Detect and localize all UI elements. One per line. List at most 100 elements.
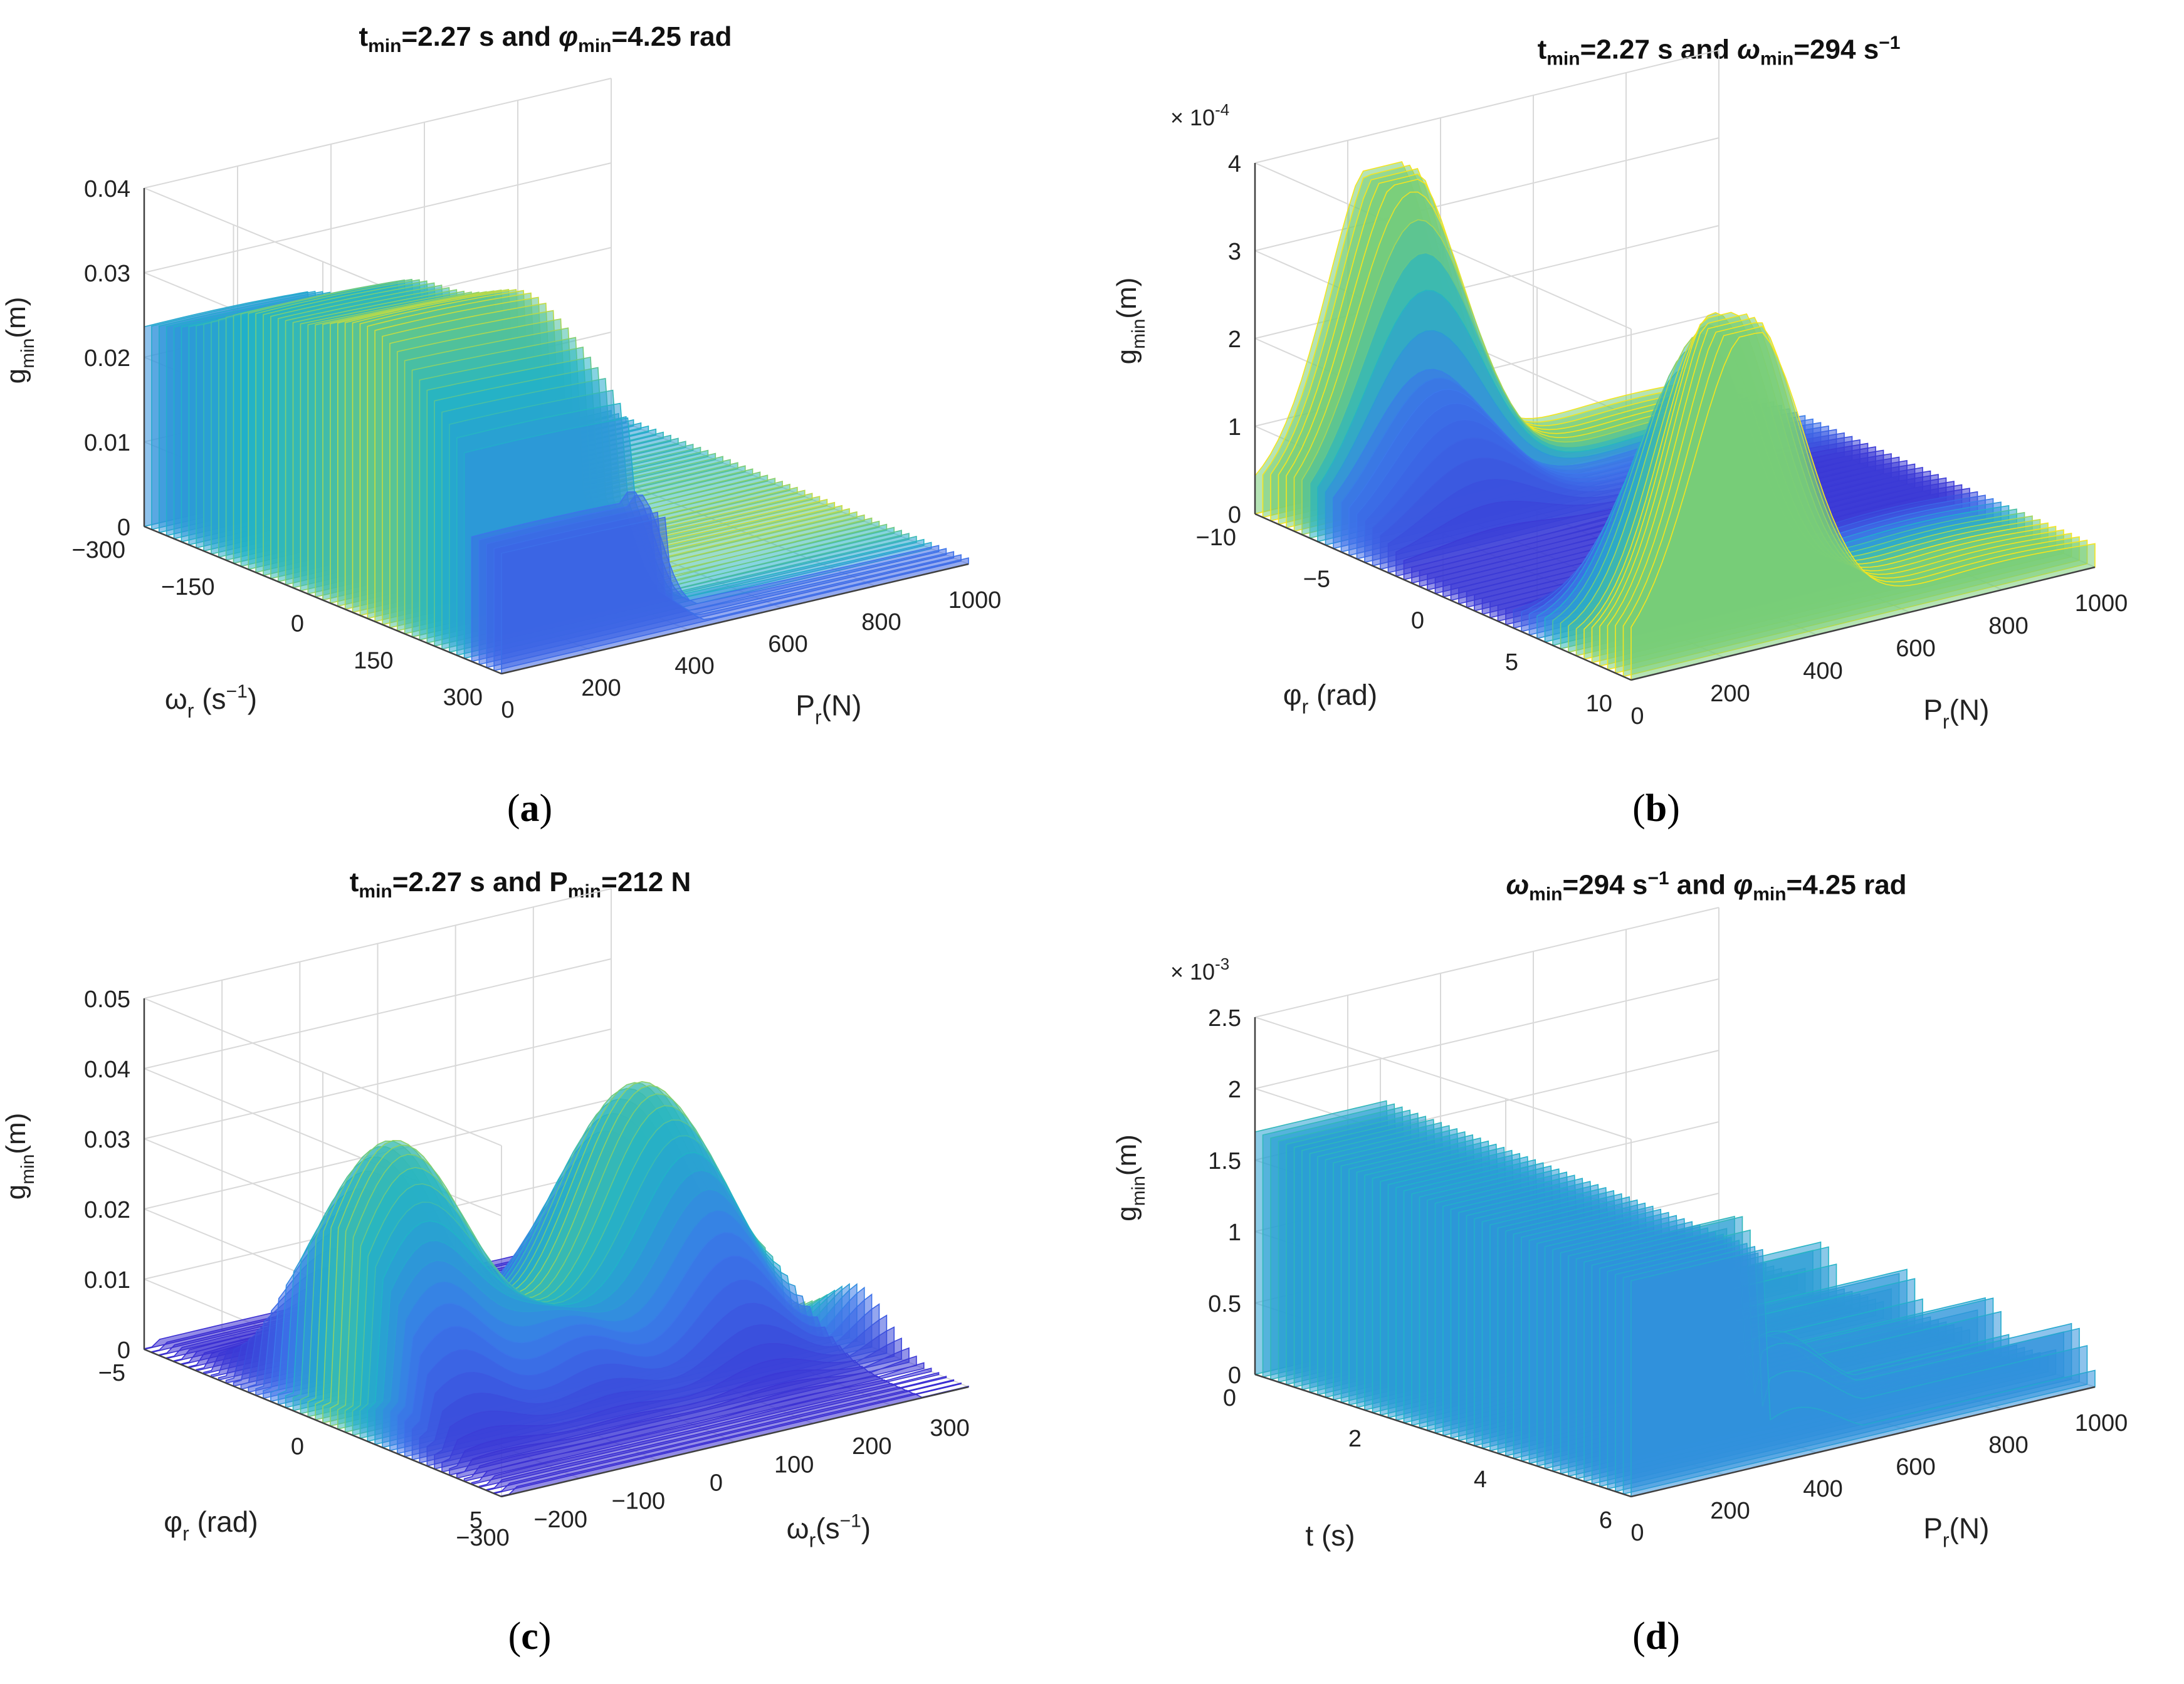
x-axis-label: Pr(N) <box>1923 1512 1989 1552</box>
x-tick-label: −100 <box>612 1488 666 1515</box>
y-tick-label: −5 <box>1303 566 1330 592</box>
z-tick-label: 0.02 <box>84 345 130 372</box>
y-axis-line <box>1254 513 1632 681</box>
z-tick-label: 0.5 <box>1208 1291 1241 1317</box>
x-tick-label: 200 <box>581 675 621 701</box>
y-tick-label: −10 <box>1196 525 1236 551</box>
y-tick-label: −300 <box>71 537 125 563</box>
chart-title-a: tmin=2.27 s and φmin=4.25 rad <box>359 21 732 56</box>
surface-c <box>144 1080 969 1498</box>
surface-strip <box>1630 332 2096 681</box>
chart-title-b: tmin=2.27 s and ωmin=294 s−1 <box>1537 33 1901 70</box>
x-axis-label: ωr(s−1) <box>787 1511 871 1552</box>
y-axis-label: φr (rad) <box>164 1505 258 1545</box>
surface-plot-c: 0 0.01 0.02 0.03 0.04 0.05 −300 −200 −100 0 100 200… <box>1 888 970 1552</box>
y-axis-line <box>144 1348 502 1498</box>
surface-b <box>1254 161 2096 681</box>
axes-b: 0 1 2 3 4 0 200 400 600 800 1000 10 5 0 −5 −10 × 10-4 gmi… <box>1111 100 2128 733</box>
z-tick-label: 0.04 <box>84 1057 130 1083</box>
x-axis-line <box>501 1386 969 1498</box>
chart-title-d: ωmin=294 s−1 and φmin=4.25 rad <box>1506 868 1907 905</box>
x-tick-label: 300 <box>930 1415 969 1441</box>
z-tick-label: 1 <box>1228 414 1241 441</box>
x-axis-line <box>501 563 969 675</box>
z-multiplier: × 10-4 <box>1170 100 1229 130</box>
z-tick-label: 2 <box>1228 327 1241 353</box>
axes-c: 0 0.01 0.02 0.03 0.04 0.05 −300 −200 −100 0 100 200… <box>1 986 970 1552</box>
surface-a <box>144 278 969 675</box>
x-tick-label: −300 <box>456 1525 510 1551</box>
panel-c: tmin=2.27 s and Pmin=212 N 0 0.01 0.02 0.03… <box>0 842 1092 1683</box>
z-tick-label: 0.01 <box>84 1267 130 1294</box>
y-tick-label: 2 <box>1348 1426 1362 1452</box>
z-multiplier: × 10-3 <box>1170 954 1229 985</box>
z-axis-label: gmin(m) <box>1 1113 38 1200</box>
z-tick-label: 0.05 <box>84 986 130 1013</box>
z-axis-label: gmin(m) <box>1111 1134 1149 1221</box>
surface-plot-b: 0 1 2 3 4 0 200 400 600 800 1000 10 5 0 −5 −10 × 10-4 gmi… <box>1111 50 2128 733</box>
panel-a: tmin=2.27 s and φmin=4.25 rad 0 0.01 0.02 0… <box>0 0 1092 842</box>
x-tick-label: 200 <box>1710 1498 1750 1524</box>
surface-strip <box>1630 1248 2096 1498</box>
x-tick-label: 0 <box>1630 703 1644 730</box>
surface-plot-a: 0 0.01 0.02 0.03 0.04 0 200 400 600 800 1000 300 150… <box>1 78 1001 729</box>
z-tick-label: 0 <box>117 515 130 541</box>
x-tick-label: 800 <box>1988 613 2028 639</box>
x-axis-line <box>1630 1386 2096 1498</box>
caption-d: (d) <box>1632 1615 1680 1658</box>
surface-d <box>1254 1100 2096 1498</box>
x-tick-label: −200 <box>533 1507 587 1533</box>
x-axis-line <box>1630 566 2096 681</box>
y-tick-label: 6 <box>1599 1507 1612 1534</box>
z-tick-label: 0.03 <box>84 261 130 287</box>
x-tick-label: 400 <box>1803 658 1842 684</box>
y-tick-label: 10 <box>1586 691 1612 717</box>
z-tick-label: 2.5 <box>1208 1005 1241 1032</box>
axes-d: 0 0.5 1 1.5 2 2.5 0 200 400 600 800 1000 6 4 2 0 × 10-3 g… <box>1111 954 2128 1552</box>
x-tick-label: 400 <box>675 653 714 679</box>
x-tick-label: 1000 <box>948 587 1002 614</box>
y-tick-label: 5 <box>470 1507 483 1534</box>
y-axis-line <box>144 525 502 675</box>
y-axis-label: t (s) <box>1305 1519 1355 1552</box>
chart-title-c: tmin=2.27 s and Pmin=212 N <box>349 867 691 902</box>
z-tick-label: 0.01 <box>84 430 130 456</box>
x-tick-label: 1000 <box>2075 590 2128 617</box>
caption-b: (b) <box>1632 787 1680 830</box>
panel-d: ωmin=294 s−1 and φmin=4.25 rad 0 0.5 1 1.5 2… <box>1092 842 2184 1683</box>
y-tick-label: 150 <box>354 647 393 674</box>
panel-b: tmin=2.27 s and ωmin=294 s−1 0 1 2 3 4 0 200 40… <box>1092 0 2184 842</box>
y-tick-label: 4 <box>1474 1467 1487 1493</box>
x-tick-label: 600 <box>1896 1454 1935 1480</box>
x-tick-label: 600 <box>1896 635 1935 662</box>
y-axis-line <box>1254 1373 1632 1498</box>
z-tick-label: 1.5 <box>1208 1148 1241 1174</box>
z-tick-label: 3 <box>1228 239 1241 265</box>
x-tick-label: 0 <box>501 697 514 723</box>
z-tick-label: 0 <box>1228 1362 1241 1389</box>
x-axis-label: Pr(N) <box>795 689 861 729</box>
z-tick-label: 1 <box>1228 1220 1241 1246</box>
y-tick-label: 0 <box>1223 1385 1236 1411</box>
y-tick-label: 300 <box>443 684 483 711</box>
x-tick-label: 200 <box>1710 681 1750 707</box>
z-tick-label: 0.03 <box>84 1127 130 1153</box>
x-tick-label: 600 <box>768 631 807 657</box>
y-axis-label: φr (rad) <box>1283 678 1377 718</box>
y-tick-label: −5 <box>98 1360 125 1386</box>
z-tick-label: 0 <box>1228 502 1241 528</box>
x-tick-label: 0 <box>710 1470 723 1497</box>
x-axis-label: Pr(N) <box>1923 693 1989 733</box>
y-tick-label: −150 <box>161 574 215 600</box>
y-axis-label: ωr (s−1) <box>165 681 257 722</box>
surface-strip <box>501 516 969 675</box>
x-tick-label: 1000 <box>2075 1410 2128 1436</box>
y-tick-label: 0 <box>1411 608 1424 634</box>
x-tick-label: 0 <box>1630 1520 1644 1546</box>
x-tick-label: 800 <box>861 609 901 635</box>
x-tick-label: 100 <box>774 1451 814 1478</box>
caption-a: (a) <box>507 787 553 830</box>
z-tick-label: 0.02 <box>84 1197 130 1223</box>
axes-a: 0 0.01 0.02 0.03 0.04 0 200 400 600 800 1000 300 150… <box>1 176 1001 729</box>
z-tick-label: 4 <box>1228 151 1241 177</box>
